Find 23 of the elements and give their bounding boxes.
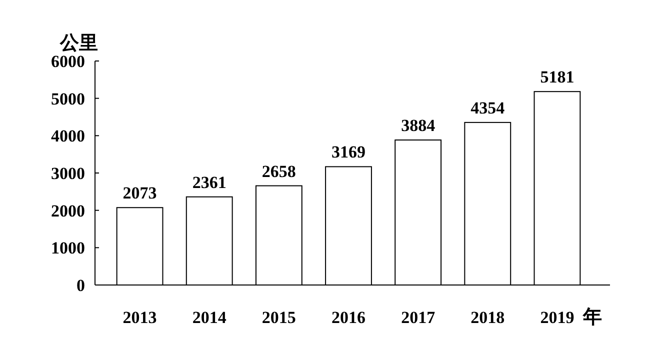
y-tick-label: 0 [76,276,85,295]
data-label: 2361 [192,172,226,192]
y-tick-label: 3000 [51,164,85,183]
y-tick-label: 5000 [51,89,85,108]
x-tick-label: 2018 [470,308,505,327]
x-axis-title: 年 [582,307,602,328]
y-axis-title: 公里 [59,33,98,54]
data-label: 2073 [122,184,157,203]
x-tick-label: 2013 [122,308,157,327]
y-tick-label: 2000 [51,201,85,220]
y-tick-label: 1000 [51,238,85,258]
data-label: 3169 [332,142,366,162]
x-tick-label: 2014 [192,308,227,327]
x-tick-label: 2016 [332,308,366,327]
data-label: 3884 [401,116,436,135]
data-label: 2658 [262,162,296,181]
x-tick-label: 2015 [262,308,296,327]
x-tick-label: 2019 [540,308,574,327]
x-tick-label: 2017 [401,308,436,327]
y-tick-label: 4000 [51,126,85,146]
y-tick-label: 6000 [51,52,85,71]
data-label: 4354 [470,98,506,118]
data-label: 5181 [540,68,574,87]
